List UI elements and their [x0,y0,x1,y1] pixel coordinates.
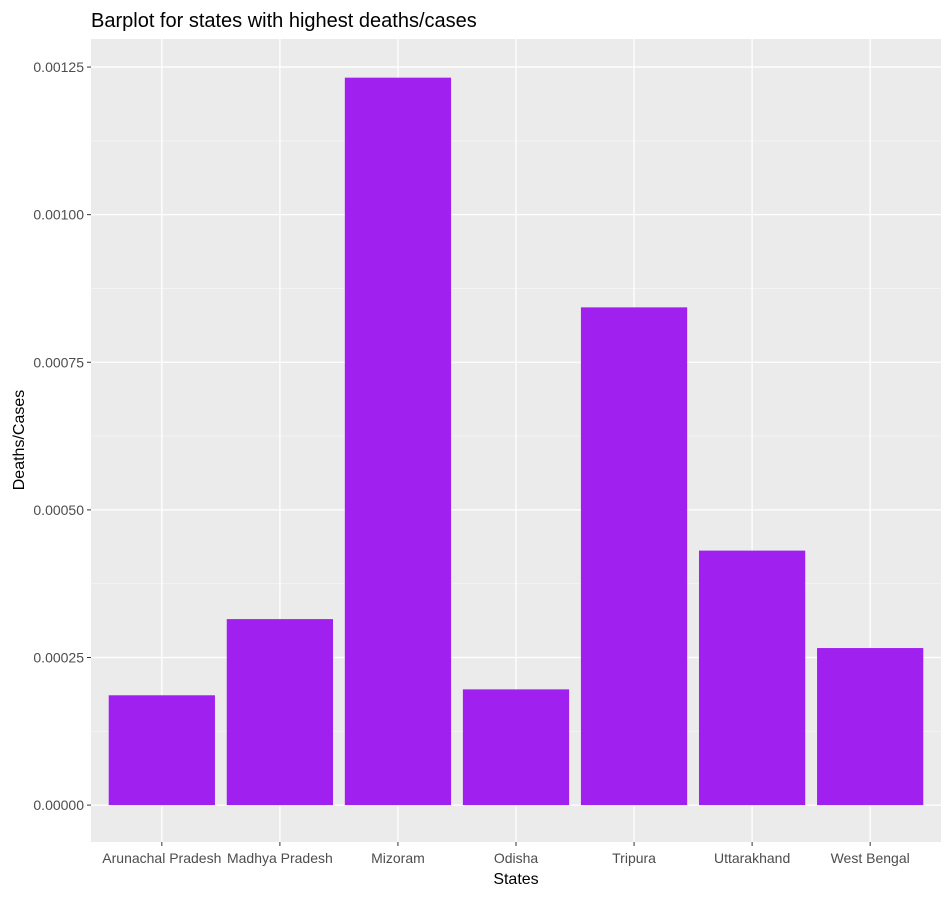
bar-odisha [462,689,570,806]
bar-mizoram [344,77,452,806]
y-tick-label: 0.00050 [33,502,84,518]
y-tick-label: 0.00025 [33,649,84,665]
x-tick-label: West Bengal [831,850,910,866]
x-tick-label: Tripura [612,850,656,866]
bars [108,77,924,806]
x-tick-label: Odisha [494,850,539,866]
y-tick-label: 0.00000 [33,797,84,813]
bar-tripura [580,307,688,806]
y-tick-label: 0.00125 [33,59,84,75]
bar-west-bengal [817,648,924,806]
x-tick-label: Uttarakhand [714,850,790,866]
y-tick-label: 0.00100 [33,207,84,223]
bar-uttarakhand [698,550,806,806]
x-axis-title: States [493,871,538,888]
chart-title: Barplot for states with highest deaths/c… [91,10,477,32]
x-tick-label: Madhya Pradesh [227,850,333,866]
bar-arunachal-pradesh [108,695,215,806]
bar-madhya-pradesh [226,619,334,806]
x-tick-label: Mizoram [371,850,425,866]
y-tick-label: 0.00075 [33,354,84,370]
x-tick-label: Arunachal Pradesh [102,850,221,866]
y-axis-title: Deaths/Cases [11,390,28,491]
axes: 0.00000 0.00025 0.00050 0.00075 0.00100 0.001… [33,59,909,866]
